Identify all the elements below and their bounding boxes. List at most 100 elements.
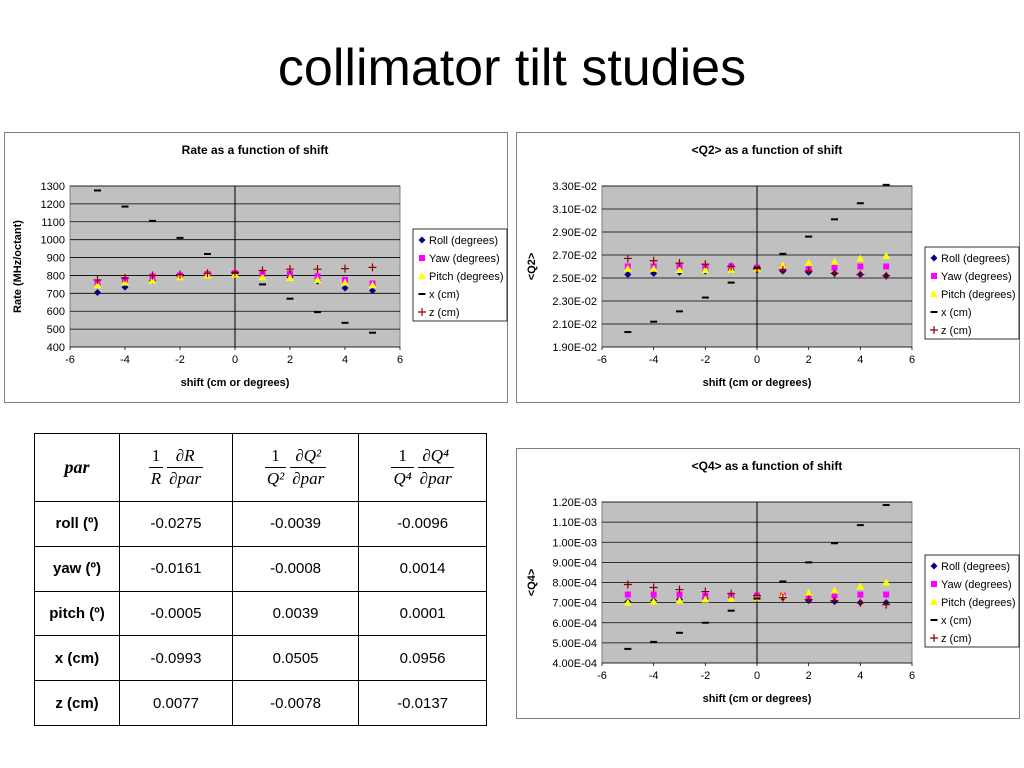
data-point <box>804 267 813 276</box>
data-point <box>368 281 377 289</box>
data-point <box>231 268 239 277</box>
data-point <box>341 321 349 324</box>
data-point <box>804 595 813 604</box>
legend-entry: z (cm) <box>418 307 460 319</box>
data-point <box>830 269 839 278</box>
x-tick-label: -2 <box>700 670 710 682</box>
legend-label: Roll (degrees) <box>429 235 498 247</box>
data-point <box>883 591 890 598</box>
data-point <box>831 264 838 271</box>
table-cell: -0.0161 <box>119 545 233 592</box>
data-point <box>624 591 631 598</box>
legend-marker <box>930 619 938 621</box>
data-point <box>831 592 838 599</box>
data-point <box>623 254 632 263</box>
chart-title: <Q2> as a function of shift <box>692 143 843 157</box>
data-point <box>341 278 349 286</box>
legend-label: z (cm) <box>429 307 460 319</box>
y-tick-label: 1.20E-03 <box>552 497 597 509</box>
series-plus <box>623 580 891 609</box>
y-tick-label: 5.00E-04 <box>552 638 597 650</box>
legend-marker <box>930 562 938 570</box>
data-point <box>831 542 838 545</box>
data-point <box>830 257 839 265</box>
data-point <box>313 275 322 283</box>
q2-chart-svg: <Q2> as a function of shift 1.90E-02 2.10E… <box>526 143 1020 389</box>
legend-label: Yaw (degrees) <box>941 271 1012 283</box>
table-cell: -0.0993 <box>119 635 233 682</box>
y-tick-label: 400 <box>47 342 65 354</box>
legend-marker <box>931 273 937 279</box>
legend-label: x (cm) <box>941 615 972 627</box>
data-point <box>778 593 787 602</box>
row-label: yaw (º) <box>34 545 120 592</box>
data-point <box>779 580 787 583</box>
data-point <box>650 320 658 323</box>
data-point <box>286 265 294 274</box>
table-cell: 0.0014 <box>358 545 487 592</box>
legend-entry: Pitch (degrees) <box>930 597 1016 609</box>
data-point <box>149 219 156 222</box>
data-point <box>286 297 294 300</box>
x-tick-label: 6 <box>909 354 915 366</box>
y-tick-label: 3.30E-02 <box>552 181 597 193</box>
legend-box <box>924 246 1020 340</box>
data-point <box>287 270 293 277</box>
data-point <box>857 591 864 598</box>
data-point <box>286 274 294 282</box>
row-label: pitch (º) <box>34 590 120 637</box>
legend-label: Roll (degrees) <box>941 561 1010 573</box>
data-point <box>882 183 890 186</box>
data-point <box>831 218 838 221</box>
y-tick-label: 1100 <box>41 217 65 229</box>
x-tick-label: -2 <box>175 354 185 366</box>
y-tick-label: 500 <box>47 324 65 336</box>
data-point <box>121 283 129 291</box>
x-tick-label: -6 <box>597 354 607 366</box>
y-axis-label: <Q4> <box>526 569 538 597</box>
data-point <box>856 270 865 279</box>
legend-marker <box>930 254 938 262</box>
legend-marker <box>418 293 426 295</box>
col1-header: 1 R ∂R ∂par <box>119 433 233 502</box>
data-point <box>753 264 761 273</box>
y-tick-label: 2.50E-02 <box>552 273 597 285</box>
legend-label: x (cm) <box>429 289 460 301</box>
data-point <box>805 561 813 564</box>
y-tick-label: 2.90E-02 <box>552 227 597 239</box>
legend-entry: x (cm) <box>418 289 460 301</box>
data-point <box>882 600 891 609</box>
data-point <box>701 296 709 299</box>
legend-entry: Roll (degrees) <box>930 253 1010 265</box>
data-point <box>93 275 102 284</box>
data-point <box>258 273 267 281</box>
data-point <box>176 236 184 239</box>
y-tick-label: 1000 <box>41 235 65 247</box>
data-point <box>258 266 267 275</box>
legend-entry: Yaw (degrees) <box>419 253 500 265</box>
x-tick-label: -6 <box>597 670 607 682</box>
data-point <box>121 205 129 208</box>
data-point <box>650 640 658 643</box>
data-point <box>727 609 735 612</box>
y-axis-label: <Q2> <box>526 253 538 281</box>
data-point <box>701 587 710 596</box>
legend-label: x (cm) <box>941 307 972 319</box>
data-point <box>148 276 157 284</box>
chart-title: <Q4> as a function of shift <box>692 459 843 473</box>
q4-chart-svg: <Q4> as a function of shift 4.00E-04 5.00E… <box>526 459 1020 705</box>
y-tick-label: 700 <box>47 288 65 300</box>
y-axis-label: Rate (MHz/octant) <box>12 220 24 313</box>
x-axis-label: shift (cm or degrees) <box>703 693 812 705</box>
data-point <box>623 580 632 589</box>
data-point <box>369 287 376 295</box>
table-cell: -0.0275 <box>119 501 233 547</box>
data-point <box>259 283 266 286</box>
table-cell: 0.0001 <box>358 590 487 637</box>
data-point <box>882 271 891 280</box>
par-header: par <box>34 433 120 502</box>
table-row: pitch (º) -0.0005 0.0039 0.0001 <box>34 590 487 637</box>
data-point <box>882 504 890 507</box>
legend-entry: Roll (degrees) <box>418 235 498 247</box>
legend-entry: x (cm) <box>930 615 972 627</box>
